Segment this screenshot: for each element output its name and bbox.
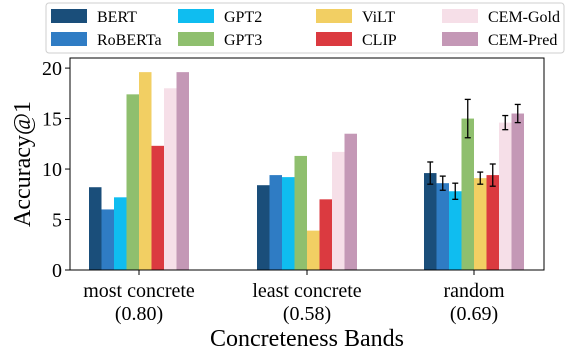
bar-bert-2 [424, 173, 437, 270]
legend-label: CEM-Pred [488, 32, 557, 49]
bar-bert-1 [257, 185, 270, 270]
x-axis-ticks: most concrete(0.80) least concrete(0.58) r… [83, 270, 505, 325]
x-tick-score: (0.80) [115, 303, 163, 325]
legend-label: ViLT [362, 9, 395, 26]
y-tick-label: 15 [42, 109, 62, 131]
legend-swatch [178, 9, 214, 23]
legend-item-cem-pred: CEM-Pred [442, 32, 557, 49]
legend-swatch [442, 9, 478, 23]
bar-vilt-1 [307, 230, 320, 270]
y-tick-label: 0 [52, 260, 62, 282]
y-tick-label: 5 [52, 210, 62, 232]
bar-bert-0 [89, 187, 102, 270]
error-bar [477, 171, 484, 185]
bar-gpt3-1 [294, 155, 307, 270]
legend-swatch [51, 9, 87, 23]
bar-gpt2-0 [114, 197, 127, 270]
legend-item-bert: BERT [51, 9, 137, 26]
legend: BERT RoBERTa GPT2 GPT3 ViLT CLIP CEM-Gold CEM-P… [45, 2, 565, 54]
bar-cem-gold-0 [164, 88, 177, 271]
bar-clip-2 [486, 175, 499, 270]
bar-cem-gold-1 [332, 151, 345, 270]
error-bar [489, 163, 496, 187]
y-tick-label: 10 [42, 159, 62, 181]
bar-vilt-2 [474, 178, 487, 270]
bar-clip-0 [151, 145, 164, 270]
y-axis-label: Accuracy@1 [10, 101, 36, 227]
error-bar [427, 161, 434, 185]
error-bar [452, 182, 459, 200]
legend-swatch [316, 9, 352, 23]
legend-label: RoBERTa [97, 32, 162, 49]
bar-clip-1 [319, 199, 332, 270]
error-bars [427, 98, 521, 200]
error-bar [514, 103, 521, 124]
bar-roberta-0 [101, 209, 114, 270]
bar-cem-pred-2 [511, 113, 524, 271]
bar-cem-gold-2 [499, 122, 512, 270]
bar-gpt2-2 [449, 191, 462, 270]
bar-gpt2-1 [282, 177, 295, 270]
legend-item-roberta: RoBERTa [51, 32, 162, 49]
legend-item-clip: CLIP [316, 32, 397, 49]
error-bar [439, 175, 446, 191]
legend-item-vilt: ViLT [316, 9, 395, 26]
x-tick-label: most concrete [83, 280, 195, 302]
legend-label: CEM-Gold [488, 9, 560, 26]
x-tick-score: (0.69) [450, 303, 498, 325]
y-axis-ticks: 0 5 10 15 20 [42, 58, 70, 282]
legend-frame [45, 2, 565, 54]
legend-item-gpt3: GPT3 [178, 32, 262, 49]
legend-item-cem-gold: CEM-Gold [442, 9, 560, 26]
bars [89, 72, 524, 271]
x-tick-label: least concrete [252, 280, 361, 302]
bar-roberta-1 [269, 175, 282, 270]
legend-label: BERT [97, 9, 137, 26]
error-bar [502, 114, 509, 131]
legend-swatch [178, 32, 214, 46]
bar-roberta-2 [436, 183, 449, 270]
x-tick-label: random [443, 280, 505, 302]
bar-cem-pred-0 [176, 72, 189, 270]
error-bar [464, 98, 471, 139]
legend-swatch [442, 32, 478, 46]
bar-gpt3-2 [461, 118, 474, 270]
bar-cem-pred-1 [344, 133, 357, 270]
bar-gpt3-0 [126, 94, 139, 270]
x-axis-label: Concreteness Bands [210, 326, 404, 352]
legend-swatch [316, 32, 352, 46]
legend-label: CLIP [362, 32, 397, 49]
legend-item-gpt2: GPT2 [178, 9, 262, 26]
bar-vilt-0 [139, 72, 152, 270]
y-tick-label: 20 [42, 58, 62, 80]
x-tick-score: (0.58) [283, 303, 331, 325]
legend-label: GPT2 [224, 9, 262, 26]
legend-label: GPT3 [224, 32, 262, 49]
legend-swatch [51, 32, 87, 46]
